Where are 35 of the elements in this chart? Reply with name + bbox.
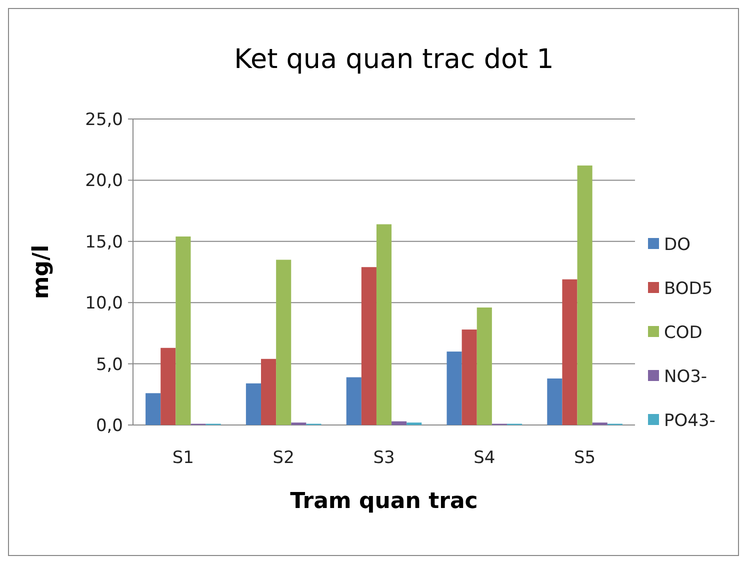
y-tick-label: 10,0 — [85, 294, 123, 314]
chart-title: Ket qua quan trac dot 1 — [234, 44, 554, 75]
bar — [361, 267, 376, 425]
bar — [246, 383, 262, 425]
bar — [476, 307, 492, 425]
bar — [562, 279, 578, 425]
bar — [160, 348, 176, 425]
legend-label: BOD5 — [664, 278, 713, 299]
bar — [376, 224, 392, 425]
legend-label: DO — [664, 234, 690, 255]
y-tick-label: 0,0 — [96, 416, 123, 436]
x-tick-label: S2 — [272, 448, 294, 468]
y-axis-title: mg/l — [29, 244, 54, 300]
x-axis-title: Tram quan trac — [290, 489, 478, 514]
bar — [261, 358, 276, 425]
bar — [276, 260, 292, 425]
bar — [547, 378, 562, 425]
x-tick-label: S3 — [373, 448, 395, 468]
x-tick-label: S4 — [474, 448, 496, 468]
legend-label: NO3- — [664, 366, 708, 387]
bar — [392, 421, 407, 425]
bar — [462, 330, 477, 425]
legend-label: PO43- — [664, 410, 716, 431]
y-tick-label: 20,0 — [85, 171, 123, 192]
bar — [446, 352, 462, 425]
bar — [146, 393, 161, 425]
y-tick-label: 5,0 — [96, 354, 123, 375]
bar — [346, 377, 362, 425]
bar — [577, 166, 592, 425]
x-tick-label: S5 — [574, 448, 596, 468]
legend-label: COD — [664, 322, 702, 343]
y-tick-label: 15,0 — [85, 232, 123, 252]
y-tick-label: 25,0 — [85, 110, 123, 130]
x-tick-label: S1 — [172, 448, 194, 468]
bar — [176, 236, 191, 425]
